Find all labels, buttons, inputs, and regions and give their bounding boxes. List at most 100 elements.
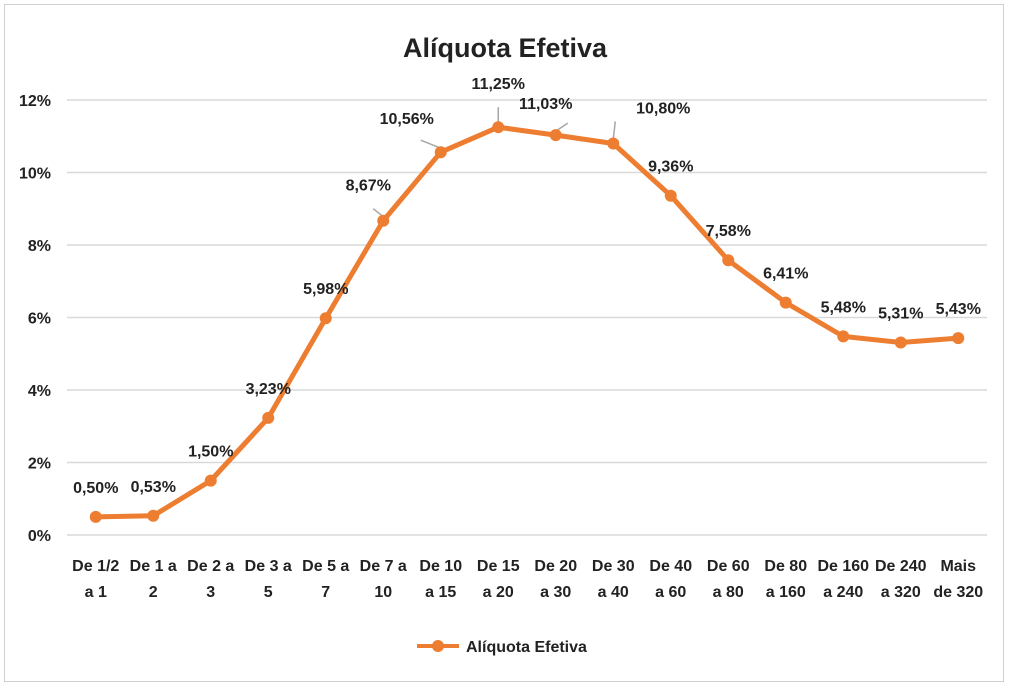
series-line <box>93 124 961 520</box>
x-tick-label-line: 2 <box>149 584 158 601</box>
x-tick-label-line: 5 <box>264 584 273 601</box>
data-point <box>607 137 620 150</box>
x-tick-label-line: De 20 <box>534 558 577 575</box>
x-tick-label-line: De 2 a <box>187 558 234 575</box>
x-tick-label: De 40 a 60 <box>649 558 692 601</box>
gridlines <box>67 99 987 536</box>
x-tick-label: De 2 a 3 <box>187 558 234 601</box>
x-tick-label-line: Mais <box>940 558 976 575</box>
x-tick-label-line: a 30 <box>540 584 571 601</box>
data-point <box>319 312 332 325</box>
x-tick-label: De 15 a 20 <box>477 558 520 601</box>
data-point <box>894 336 907 349</box>
x-tick-label-line: De 60 <box>707 558 750 575</box>
x-tick-label-line: a 15 <box>425 584 456 601</box>
y-tick-label: 6% <box>28 311 51 328</box>
data-point <box>664 189 677 202</box>
x-tick-label-line: De 1/2 <box>72 558 119 575</box>
x-tick-label-line: 7 <box>321 584 330 601</box>
data-point <box>952 332 965 345</box>
x-tick-label: De 5 a 7 <box>302 558 349 601</box>
x-tick-label: De 60 a 80 <box>707 558 750 601</box>
data-labels: 0,50% 0,53% 1,50% 3,23% 5,98% 8,67% 10,56% 11,2… <box>73 76 981 497</box>
x-tick-label-line: De 10 <box>419 558 462 575</box>
leader-line <box>420 139 442 149</box>
y-tick-label: 2% <box>28 456 51 473</box>
x-tick-label-line: a 1 <box>85 584 107 601</box>
data-point <box>434 146 447 159</box>
data-label: 9,36% <box>648 159 693 176</box>
data-label: 7,58% <box>706 223 751 240</box>
y-tick-label: 4% <box>28 383 51 400</box>
data-label: 0,50% <box>73 480 118 497</box>
x-tick-label-line: De 15 <box>477 558 520 575</box>
x-tick-label-line: De 160 <box>817 558 869 575</box>
data-label: 11,25% <box>472 76 525 93</box>
x-tick-label-line: a 240 <box>823 584 863 601</box>
x-tick-label-line: De 7 a <box>360 558 407 575</box>
data-point <box>549 129 562 142</box>
x-tick-label: De 30 a 40 <box>592 558 635 601</box>
x-tick-label: De 7 a 10 <box>360 558 407 601</box>
data-label: 6,41% <box>763 266 808 283</box>
data-point <box>147 509 160 522</box>
x-tick-label: De 10 a 15 <box>419 558 462 601</box>
data-label: 10,56% <box>380 111 434 128</box>
data-point <box>262 411 275 424</box>
x-tick-label-line: a 320 <box>881 584 921 601</box>
x-tick-label-line: a 60 <box>655 584 686 601</box>
data-label: 1,50% <box>188 444 233 461</box>
legend-marker <box>432 640 444 652</box>
x-tick-label-line: a 20 <box>483 584 514 601</box>
legend-label: Alíquota Efetiva <box>466 639 587 656</box>
data-point <box>492 121 505 134</box>
data-point <box>89 510 102 523</box>
chart-title: Alíquota Efetiva <box>403 33 608 63</box>
y-tick-label: 12% <box>19 93 51 110</box>
data-label: 5,98% <box>303 281 348 298</box>
x-tick-label-line: De 80 <box>764 558 807 575</box>
data-label: 8,67% <box>346 178 391 195</box>
x-tick-label-line: De 30 <box>592 558 635 575</box>
x-tick-label-line: De 40 <box>649 558 692 575</box>
x-tick-label: De 80 a 160 <box>764 558 807 601</box>
x-tick-label-line: 10 <box>374 584 392 601</box>
x-tick-label: De 240 a 320 <box>875 558 927 601</box>
x-tick-label-line: De 5 a <box>302 558 349 575</box>
x-tick-label: De 3 a 5 <box>245 558 292 601</box>
x-tick-label-line: De 240 <box>875 558 927 575</box>
y-tick-label: 0% <box>28 528 51 545</box>
x-tick-label: De 20 a 30 <box>534 558 577 601</box>
x-tick-label-line: De 1 a <box>130 558 177 575</box>
y-tick-label: 8% <box>28 238 51 255</box>
leader-line <box>612 121 616 140</box>
x-axis-ticks: De 1/2 a 1De 1 a 2De 2 a 3De 3 a 5De 5 a 7De … <box>72 558 983 601</box>
series <box>89 121 965 523</box>
x-tick-label-line: 3 <box>206 584 215 601</box>
x-tick-label: De 1/2 a 1 <box>72 558 119 601</box>
x-tick-label-line: a 40 <box>598 584 629 601</box>
data-label: 10,80% <box>636 101 690 118</box>
data-point <box>837 330 850 343</box>
data-point <box>204 474 217 487</box>
data-label: 5,31% <box>878 306 923 323</box>
data-point <box>377 214 390 227</box>
data-label: 0,53% <box>131 479 176 496</box>
y-axis-ticks: 0% 2% 4% 6% 8% 10% 12% <box>19 93 51 545</box>
x-tick-label-line: a 160 <box>766 584 806 601</box>
x-tick-label: Mais de 320 <box>933 558 983 601</box>
data-label: 3,23% <box>246 381 291 398</box>
chart-frame: Alíquota Efetiva 0% 2% 4% 6% 8% 10% 12% De 1/2… <box>4 4 1004 682</box>
x-tick-label: De 1 a 2 <box>130 558 177 601</box>
data-label: 5,43% <box>936 301 981 318</box>
data-label: 5,48% <box>821 299 866 316</box>
line-chart: Alíquota Efetiva 0% 2% 4% 6% 8% 10% 12% De 1/2… <box>19 33 987 656</box>
x-tick-label-line: De 3 a <box>245 558 292 575</box>
x-tick-label-line: a 80 <box>713 584 744 601</box>
x-tick-label: De 160 a 240 <box>817 558 869 601</box>
y-tick-label: 10% <box>19 166 51 183</box>
data-point <box>722 254 735 267</box>
legend: Alíquota Efetiva <box>417 639 587 656</box>
x-tick-label-line: de 320 <box>933 584 983 601</box>
data-label: 11,03% <box>519 96 572 113</box>
